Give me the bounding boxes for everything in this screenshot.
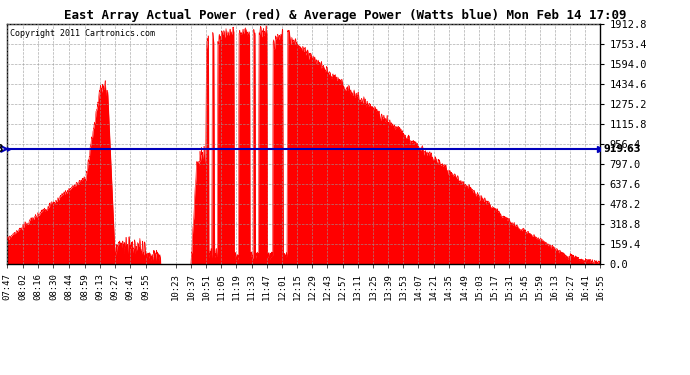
Text: 919.63: 919.63 (603, 144, 641, 154)
Text: East Array Actual Power (red) & Average Power (Watts blue) Mon Feb 14 17:09: East Array Actual Power (red) & Average … (63, 9, 627, 22)
Text: Copyright 2011 Cartronics.com: Copyright 2011 Cartronics.com (10, 29, 155, 38)
Text: 919.63: 919.63 (0, 144, 4, 154)
